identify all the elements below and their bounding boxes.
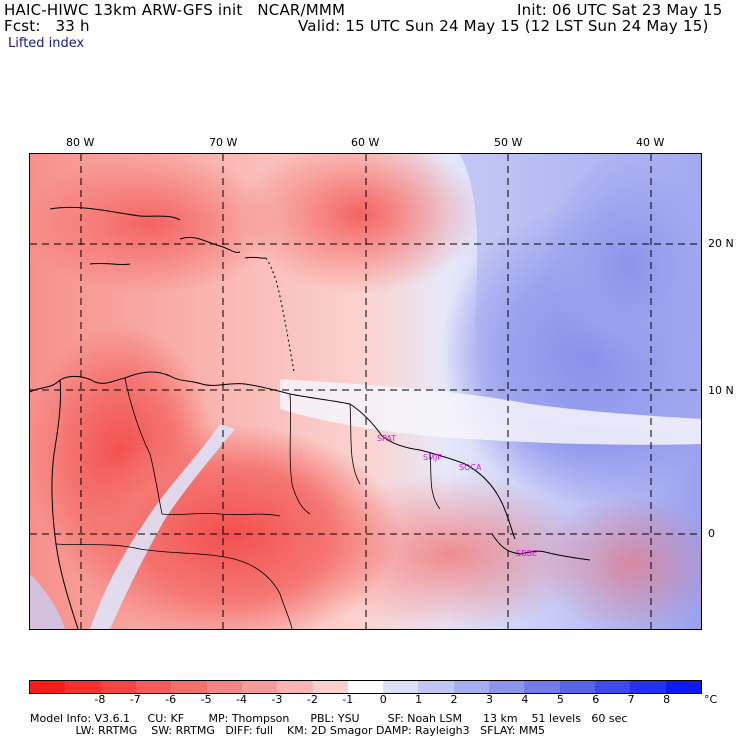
colorbar-swatch [65,681,101,693]
colorbar-tick-label: -8 [94,693,106,706]
colorbar-tick-label: -4 [236,693,247,706]
map-canvas: SPAT SMJP SOCA SBBE [30,154,701,629]
colorbar-swatch [135,681,172,693]
neutral-band [280,379,701,445]
lon-label-40w: 40 W [636,136,665,149]
forecast-hour: Fcst: 33 h [4,17,90,35]
border-venezuela-guyana [289,393,311,515]
valid-time: Valid: 15 UTC Sun 24 May 15 (12 LST Sun … [298,17,709,35]
colorbar-tick-label: -7 [129,693,141,706]
colorbar-tick-label: 4 [521,693,529,706]
border-suriname-fr-guiana [429,451,441,510]
station-sbbe: SBBE [516,549,537,558]
colorbar-swatch [206,681,242,693]
andes-stable-strip [90,424,235,629]
colorbar [29,680,702,694]
border-guyana-suriname [349,403,361,485]
colorbar-swatch [559,681,595,693]
coast-hispaniola [179,236,241,253]
coast-guianas [349,403,516,540]
colorbar-tick-label: -6 [165,693,177,706]
lon-label-70w: 70 W [209,136,238,149]
colorbar-swatch [312,681,348,693]
model-info-line1: Model Info: V3.6.1 CU: KF MP: Thompson P… [30,712,628,725]
colorbar-swatch [453,681,490,693]
colorbar-swatch [630,681,666,693]
stable-band [460,154,701,431]
coast-panama [30,375,126,393]
colorbar-swatch [171,681,207,693]
colorbar-swatch [347,681,384,693]
colorbar-swatch [665,681,701,693]
colorbar-swatch [524,681,560,693]
pacific-stable-patch [30,574,65,629]
colorbar-unit: °C [704,693,718,706]
colorbar-tick-label: -3 [271,693,283,706]
init-time: Init: 06 UTC Sat 23 May 15 [517,1,723,19]
colorbar-tick-label: -5 [200,693,212,706]
model-title: HAIC-HIWC 13km ARW-GFS init NCAR/MMM [4,1,346,19]
coast-jamaica [89,262,131,266]
borders [55,377,441,629]
graticule [30,154,701,629]
unstable-south-atlantic [540,494,701,629]
border-colombia-venezuela [124,377,163,515]
colorbar-tick-label: 0 [379,693,387,706]
lifted-index-map: SPAT SMJP SOCA SBBE [29,153,702,630]
unstable-brazil [310,474,590,629]
colorbar-tick-label: 6 [592,693,600,706]
lon-label-80w: 80 W [66,136,95,149]
lon-label-60w: 60 W [351,136,380,149]
coast-amazon-mouth [491,533,591,561]
model-info-line2: LW: RRTMG SW: RRTMG DIFF: full KM: 2D Sm… [30,724,545,737]
colorbar-tick-label: 2 [450,693,458,706]
colorbar-swatch [277,681,313,693]
station-soca: SOCA [459,463,482,472]
colorbar-swatch [383,681,419,693]
border-colombia-brazil [161,513,281,517]
colorbar-tick-label: 7 [627,693,635,706]
colorbar-tick-label: 8 [663,693,671,706]
unstable-amazon [60,424,400,629]
unstable-north-atlantic [240,154,480,294]
unstable-caribbean-north [30,154,280,294]
colorbar-tick-label: -2 [306,693,318,706]
station-smjp: SMJP [423,453,442,462]
lat-label-20n: 20 N [708,237,734,250]
border-peru-brazil [55,543,293,629]
colorbar-swatch [100,681,136,693]
colorbar-swatch [241,681,278,693]
lon-label-50w: 50 W [494,136,523,149]
colorbar-tick-label: 3 [485,693,493,706]
coast-colombia-pacific [51,379,79,629]
station-spat: SPAT [377,434,396,443]
coast-cuba [49,206,181,221]
colorbar-swatch [595,681,631,693]
colorbar-tick-label: -1 [342,693,354,706]
colorbar-swatch [489,681,525,693]
colorbar-swatch [30,681,66,693]
field-name: Lifted index [8,36,85,51]
colorbar-tick-label: 5 [556,693,564,706]
colorbar-swatch [418,681,454,693]
lat-label-0: 0 [708,527,715,540]
coast-puerto-rico [244,256,267,259]
lat-label-10n: 10 N [708,384,734,397]
colorbar-tick-label: 1 [415,693,423,706]
coast-lesser-antilles [265,257,295,373]
